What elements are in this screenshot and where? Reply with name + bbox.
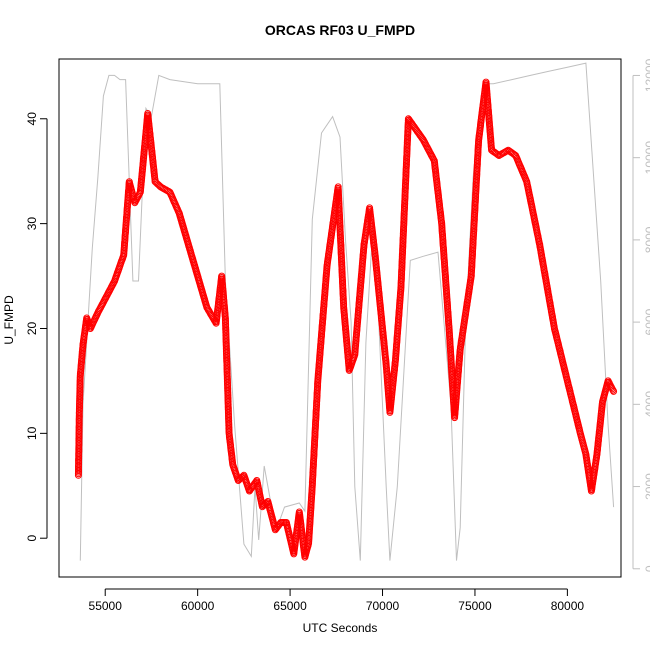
y-tick-label: 40 — [25, 112, 39, 126]
data-point — [494, 151, 502, 159]
y2-tick-label: 4000 — [643, 391, 650, 418]
y2-tick-label: 8000 — [643, 226, 650, 253]
x-tick-label: 75000 — [458, 599, 492, 613]
y-tick-label: 0 — [25, 535, 39, 542]
x-tick-label: 80000 — [551, 599, 585, 613]
plot-box — [58, 58, 622, 578]
x-tick-label: 60000 — [181, 599, 215, 613]
y2-tick-label: 6000 — [643, 308, 650, 335]
y-axis: 0 10 20 30 40 — [25, 112, 48, 542]
y2-tick-label: 0 — [643, 565, 650, 572]
data-point — [238, 473, 246, 481]
x-axis: 55000 60000 65000 70000 75000 80000 — [89, 588, 585, 613]
secondary-y-axis: 0 2000 4000 6000 8000 10000 12000 — [632, 58, 650, 572]
chart-title: ORCAS RF03 U_FMPD — [265, 22, 415, 38]
x-tick-label: 65000 — [273, 599, 307, 613]
y-tick-label: 10 — [25, 426, 39, 440]
y-tick-label: 20 — [25, 321, 39, 335]
data-points — [74, 78, 618, 561]
data-point — [610, 387, 618, 395]
x-axis-label: UTC Seconds — [303, 621, 378, 635]
y2-tick-label: 12000 — [643, 58, 650, 92]
y-tick-label: 30 — [25, 217, 39, 231]
x-tick-label: 70000 — [366, 599, 400, 613]
y2-tick-label: 2000 — [643, 473, 650, 500]
y-axis-label: U_FMPD — [2, 295, 16, 345]
x-tick-label: 55000 — [89, 599, 123, 613]
y2-tick-label: 10000 — [643, 141, 650, 175]
